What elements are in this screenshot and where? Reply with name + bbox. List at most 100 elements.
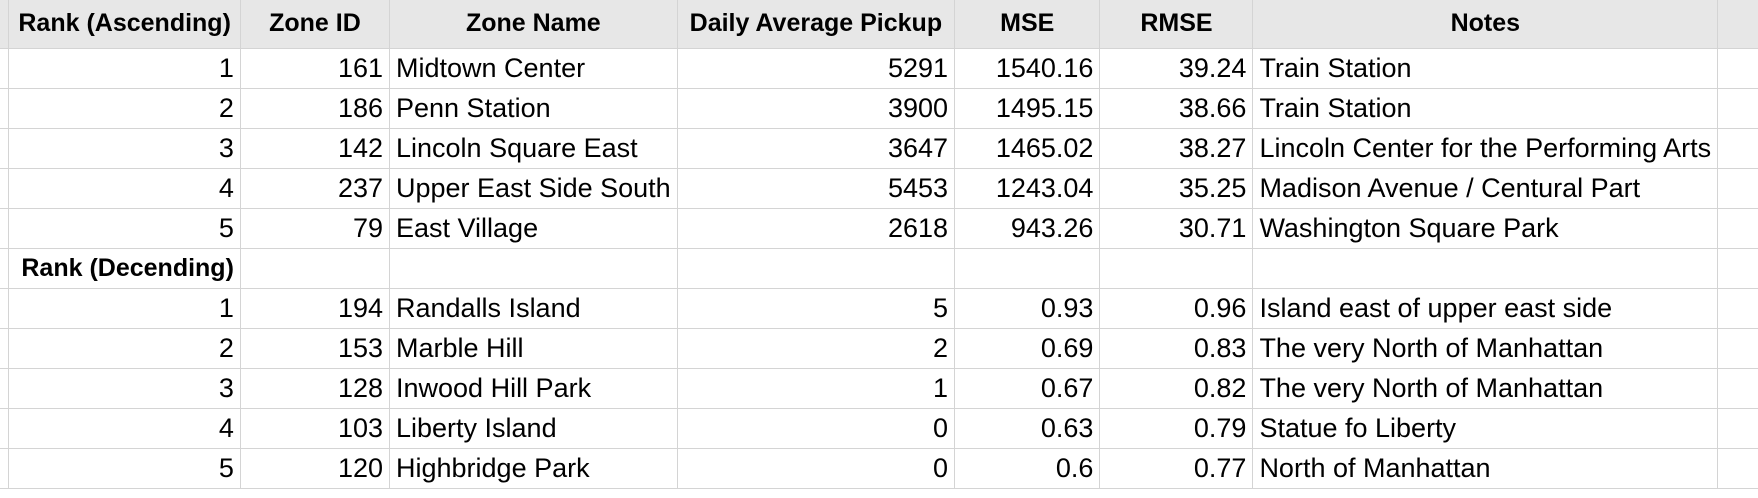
- rank-cell[interactable]: 1: [8, 48, 241, 89]
- rmse-cell[interactable]: 0.79: [1099, 408, 1254, 449]
- mse-cell[interactable]: 1243.04: [954, 168, 1101, 209]
- mse-cell[interactable]: 0.6: [954, 448, 1101, 489]
- cell[interactable]: [954, 248, 1101, 289]
- cell[interactable]: [0, 408, 10, 449]
- daily-average-cell[interactable]: 5: [677, 288, 956, 329]
- zone-name-cell[interactable]: Midtown Center: [389, 48, 678, 89]
- cell[interactable]: [1252, 248, 1719, 289]
- rmse-cell[interactable]: 0.96: [1099, 288, 1254, 329]
- notes-cell[interactable]: The very North of Manhattan: [1252, 328, 1719, 369]
- cell[interactable]: [677, 248, 956, 289]
- daily-average-cell[interactable]: 5291: [677, 48, 956, 89]
- rmse-cell[interactable]: 0.83: [1099, 328, 1254, 369]
- cell[interactable]: [0, 368, 10, 409]
- rank-cell[interactable]: 3: [8, 368, 241, 409]
- zone-name-cell[interactable]: Inwood Hill Park: [389, 368, 678, 409]
- rmse-cell[interactable]: 30.71: [1099, 208, 1254, 249]
- cell[interactable]: [240, 248, 391, 289]
- daily-average-cell[interactable]: 0: [677, 448, 956, 489]
- zone-id-cell[interactable]: 142: [240, 128, 391, 169]
- cell[interactable]: [0, 208, 10, 249]
- mse-cell[interactable]: 0.63: [954, 408, 1101, 449]
- mse-cell[interactable]: 943.26: [954, 208, 1101, 249]
- mse-cell[interactable]: 0.93: [954, 288, 1101, 329]
- rank-cell[interactable]: 2: [8, 328, 241, 369]
- zone-id-cell[interactable]: 103: [240, 408, 391, 449]
- zone-id-cell[interactable]: 120: [240, 448, 391, 489]
- cell[interactable]: [1717, 168, 1758, 209]
- rank-cell[interactable]: 5: [8, 208, 241, 249]
- rmse-cell[interactable]: 38.66: [1099, 88, 1254, 129]
- notes-cell[interactable]: Statue fo Liberty: [1252, 408, 1719, 449]
- cell[interactable]: [1717, 48, 1758, 89]
- rmse-cell[interactable]: 38.27: [1099, 128, 1254, 169]
- cell[interactable]: [0, 248, 10, 289]
- header-rank-ascending[interactable]: Rank (Ascending): [8, 0, 241, 49]
- rank-cell[interactable]: 2: [8, 88, 241, 129]
- rank-cell[interactable]: 5: [8, 448, 241, 489]
- rmse-cell[interactable]: 0.77: [1099, 448, 1254, 489]
- cell[interactable]: [1717, 288, 1758, 329]
- section-label-descending[interactable]: Rank (Decending): [8, 248, 241, 289]
- notes-cell[interactable]: Lincoln Center for the Performing Arts: [1252, 128, 1719, 169]
- mse-cell[interactable]: 0.69: [954, 328, 1101, 369]
- zone-name-cell[interactable]: Penn Station: [389, 88, 678, 129]
- zone-name-cell[interactable]: Lincoln Square East: [389, 128, 678, 169]
- cell[interactable]: [1717, 328, 1758, 369]
- zone-name-cell[interactable]: Highbridge Park: [389, 448, 678, 489]
- rank-cell[interactable]: 4: [8, 408, 241, 449]
- zone-name-cell[interactable]: East Village: [389, 208, 678, 249]
- daily-average-cell[interactable]: 3647: [677, 128, 956, 169]
- header-zone-name[interactable]: Zone Name: [389, 0, 678, 49]
- notes-cell[interactable]: Washington Square Park: [1252, 208, 1719, 249]
- zone-id-cell[interactable]: 237: [240, 168, 391, 209]
- notes-cell[interactable]: North of Manhattan: [1252, 448, 1719, 489]
- daily-average-cell[interactable]: 0: [677, 408, 956, 449]
- mse-cell[interactable]: 0.67: [954, 368, 1101, 409]
- rank-cell[interactable]: 1: [8, 288, 241, 329]
- zone-id-cell[interactable]: 186: [240, 88, 391, 129]
- mse-cell[interactable]: 1540.16: [954, 48, 1101, 89]
- zone-name-cell[interactable]: Randalls Island: [389, 288, 678, 329]
- zone-id-cell[interactable]: 128: [240, 368, 391, 409]
- rmse-cell[interactable]: 0.82: [1099, 368, 1254, 409]
- cell[interactable]: [1717, 208, 1758, 249]
- cell[interactable]: [1717, 368, 1758, 409]
- header-zone-id[interactable]: Zone ID: [240, 0, 391, 49]
- cell[interactable]: [1717, 448, 1758, 489]
- cell[interactable]: [0, 448, 10, 489]
- cell[interactable]: [1717, 88, 1758, 129]
- header-rmse[interactable]: RMSE: [1099, 0, 1254, 49]
- notes-cell[interactable]: Madison Avenue / Centural Part: [1252, 168, 1719, 209]
- daily-average-cell[interactable]: 3900: [677, 88, 956, 129]
- daily-average-cell[interactable]: 2618: [677, 208, 956, 249]
- cell[interactable]: [0, 88, 10, 129]
- cell[interactable]: [1717, 128, 1758, 169]
- cell[interactable]: [0, 328, 10, 369]
- notes-cell[interactable]: Island east of upper east side: [1252, 288, 1719, 329]
- daily-average-cell[interactable]: 2: [677, 328, 956, 369]
- cell[interactable]: [0, 288, 10, 329]
- cell[interactable]: [1099, 248, 1254, 289]
- rmse-cell[interactable]: 35.25: [1099, 168, 1254, 209]
- rank-cell[interactable]: 4: [8, 168, 241, 209]
- mse-cell[interactable]: 1465.02: [954, 128, 1101, 169]
- zone-name-cell[interactable]: Marble Hill: [389, 328, 678, 369]
- zone-name-cell[interactable]: Liberty Island: [389, 408, 678, 449]
- cell[interactable]: [1717, 248, 1758, 289]
- cell[interactable]: [0, 48, 10, 89]
- cell[interactable]: [1717, 408, 1758, 449]
- header-mse[interactable]: MSE: [954, 0, 1101, 49]
- cell[interactable]: [0, 128, 10, 169]
- daily-average-cell[interactable]: 1: [677, 368, 956, 409]
- notes-cell[interactable]: Train Station: [1252, 88, 1719, 129]
- cell[interactable]: [0, 168, 10, 209]
- cell[interactable]: [1717, 0, 1758, 49]
- header-daily-average-pickup[interactable]: Daily Average Pickup: [677, 0, 956, 49]
- zone-id-cell[interactable]: 153: [240, 328, 391, 369]
- zone-name-cell[interactable]: Upper East Side South: [389, 168, 678, 209]
- zone-id-cell[interactable]: 194: [240, 288, 391, 329]
- zone-id-cell[interactable]: 79: [240, 208, 391, 249]
- daily-average-cell[interactable]: 5453: [677, 168, 956, 209]
- cell[interactable]: [0, 0, 10, 49]
